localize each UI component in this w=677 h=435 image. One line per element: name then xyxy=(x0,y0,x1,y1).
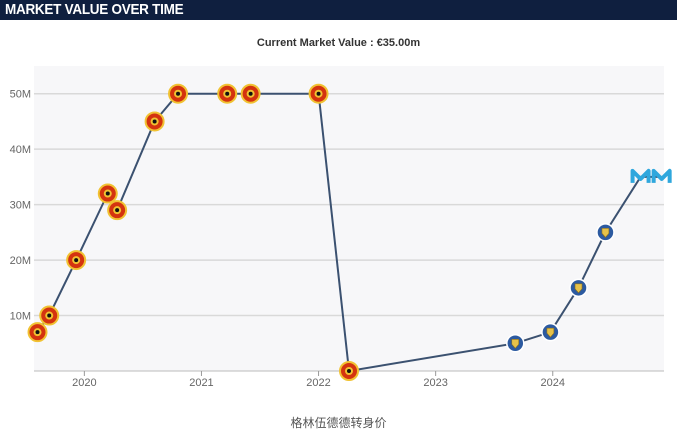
section-title: MARKET VALUE OVER TIME xyxy=(5,1,184,18)
data-point[interactable] xyxy=(651,168,672,183)
y-tick-label: 40M xyxy=(10,144,31,156)
data-point[interactable] xyxy=(217,83,238,104)
section-header: MARKET VALUE OVER TIME xyxy=(0,0,677,20)
crest-detail xyxy=(347,369,351,373)
crest-shield xyxy=(601,228,610,238)
data-point[interactable] xyxy=(339,361,359,381)
y-tick-label: 50M xyxy=(10,89,31,101)
chart-subtitle: Current Market Value : €35.00m xyxy=(256,37,421,49)
crest-detail xyxy=(176,91,181,96)
club-crest-icon xyxy=(630,168,651,183)
x-tick-label: 2022 xyxy=(306,377,330,389)
x-tick-label: 2021 xyxy=(189,377,213,389)
y-axis: 10M 20M 30M 40M 50M xyxy=(10,89,31,323)
crest-detail xyxy=(105,191,110,196)
data-point[interactable] xyxy=(596,223,615,242)
data-point[interactable] xyxy=(506,334,525,353)
y-tick-label: 30M xyxy=(10,200,31,212)
grid-lines xyxy=(34,92,664,372)
crest-detail xyxy=(35,330,40,335)
chart-caption: 格林伍德德转身价 xyxy=(290,416,387,430)
crest-shield xyxy=(511,338,520,349)
data-point[interactable] xyxy=(39,305,60,326)
crest-detail xyxy=(47,313,52,318)
club-crest-icon xyxy=(651,168,672,183)
x-tick-label: 2023 xyxy=(423,377,447,389)
plot-area xyxy=(34,66,664,371)
market-value-chart: 10M 20M 30M 40M 50M 2020 2021 2022 2023 2024 xyxy=(9,66,672,389)
x-tick-label: 2024 xyxy=(541,377,565,389)
crest-shield xyxy=(546,327,555,338)
crest-detail xyxy=(152,119,157,124)
x-tick-label: 2020 xyxy=(72,377,96,389)
data-point[interactable] xyxy=(630,168,651,183)
data-point[interactable] xyxy=(27,322,48,343)
data-point[interactable] xyxy=(168,83,189,104)
data-point[interactable] xyxy=(541,322,560,342)
data-point[interactable] xyxy=(144,111,165,132)
data-point[interactable] xyxy=(66,250,87,271)
y-tick-label: 20M xyxy=(10,255,31,267)
crest-shield xyxy=(574,283,583,294)
data-point[interactable] xyxy=(107,200,128,221)
data-points xyxy=(27,83,672,381)
crest-detail xyxy=(225,91,230,96)
data-point[interactable] xyxy=(97,183,118,204)
x-axis: 2020 2021 2022 2023 2024 xyxy=(72,371,565,389)
data-point[interactable] xyxy=(569,278,588,298)
data-point[interactable] xyxy=(240,83,261,104)
crest-detail xyxy=(248,91,253,96)
y-tick-label: 10M xyxy=(10,311,31,323)
data-point[interactable] xyxy=(308,83,329,104)
crest-detail xyxy=(74,258,79,263)
crest-detail xyxy=(115,208,120,213)
crest-detail xyxy=(316,91,321,96)
